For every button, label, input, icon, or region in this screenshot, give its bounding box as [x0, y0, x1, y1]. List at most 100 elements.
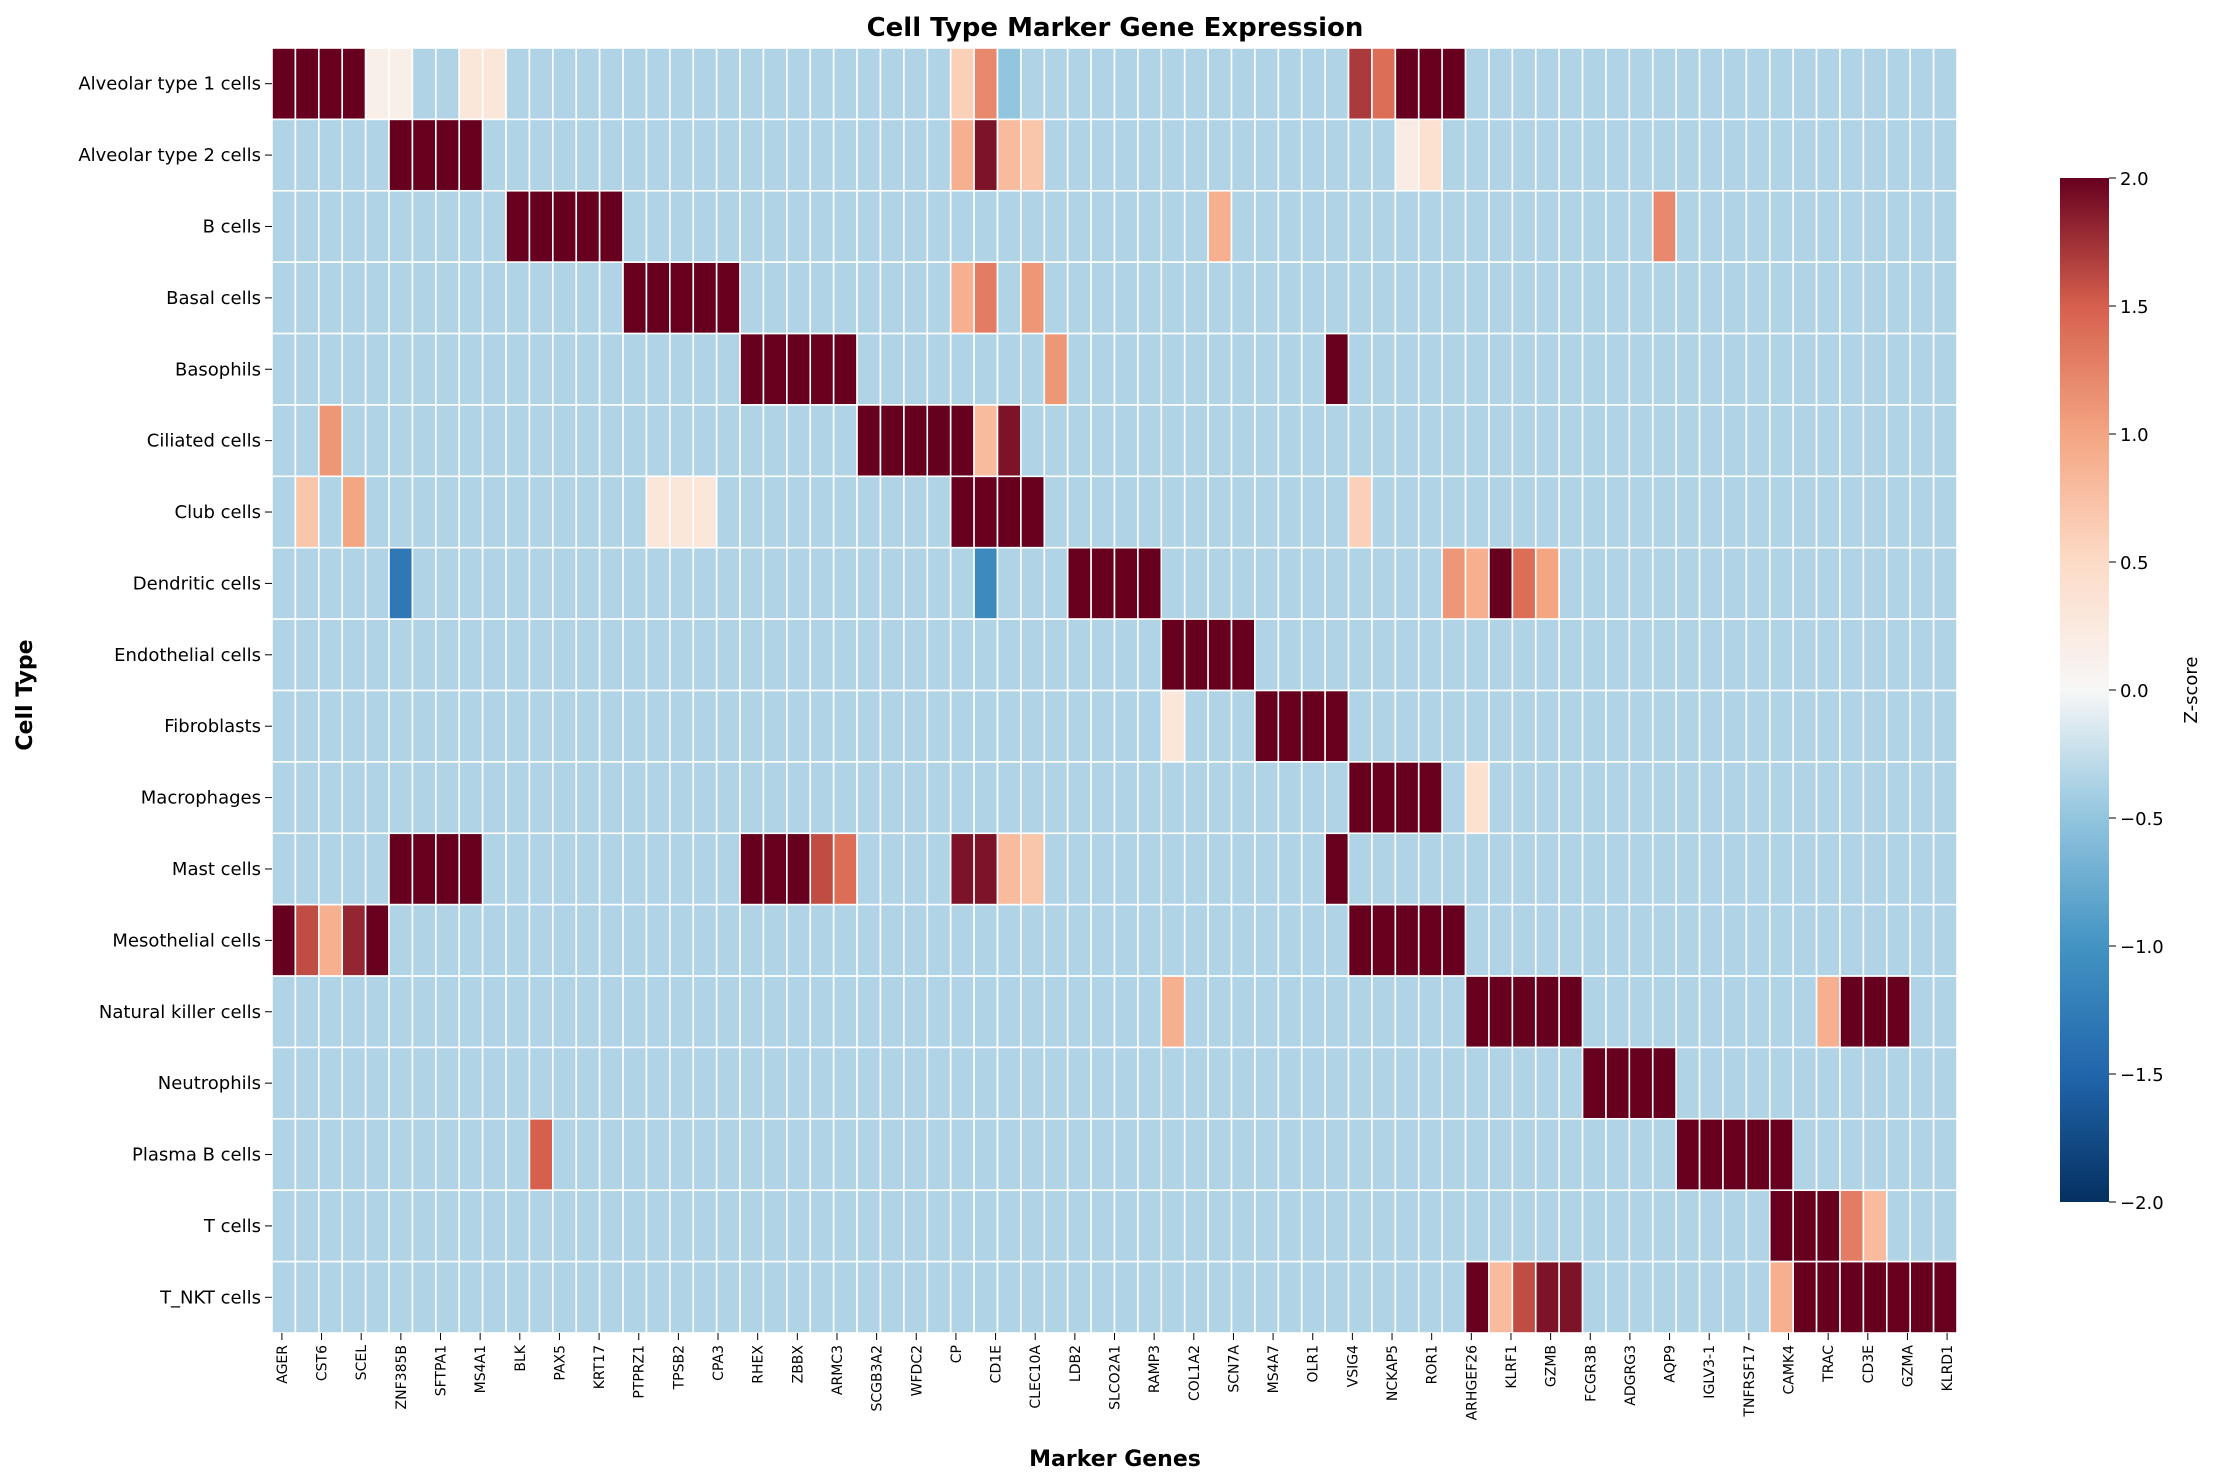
heatmap-cell: [1277, 546, 1303, 620]
heatmap-cell: [388, 761, 414, 835]
heatmap-cell: [341, 189, 367, 263]
heatmap-cell: [1628, 689, 1654, 763]
heatmap-cell: [1534, 832, 1560, 906]
heatmap-cell: [1230, 975, 1256, 1049]
heatmap-cell: [856, 475, 882, 549]
heatmap-cell: [996, 332, 1022, 406]
heatmap-cell: [926, 832, 952, 906]
heatmap-cell: [949, 261, 975, 335]
heatmap-cell: [388, 832, 414, 906]
heatmap-cell: [1230, 761, 1256, 835]
heatmap-cell: [903, 1189, 929, 1263]
heatmap-cell: [271, 618, 297, 692]
heatmap-cell: [1254, 118, 1280, 192]
heatmap-cell: [1558, 689, 1584, 763]
heatmap-cell: [832, 1118, 858, 1192]
x-tick-label: NCKAP5: [1385, 1345, 1401, 1401]
heatmap-cell: [1207, 475, 1233, 549]
heatmap-cell: [481, 618, 507, 692]
heatmap-cell: [1113, 903, 1139, 977]
heatmap-cell: [856, 975, 882, 1049]
heatmap-cell: [341, 261, 367, 335]
heatmap-cell: [1207, 832, 1233, 906]
heatmap-cell: [1371, 475, 1397, 549]
heatmap-cell: [903, 832, 929, 906]
heatmap-cell: [294, 475, 320, 549]
heatmap-cell: [762, 832, 788, 906]
heatmap-cell: [1347, 546, 1373, 620]
heatmap-cell: [1511, 332, 1537, 406]
heatmap-cell: [645, 189, 671, 263]
heatmap-cell: [271, 1260, 297, 1334]
heatmap-cell: [949, 332, 975, 406]
heatmap-cell: [832, 475, 858, 549]
heatmap-cell: [1066, 618, 1092, 692]
heatmap-cell: [1768, 546, 1794, 620]
heatmap-cell: [622, 118, 648, 192]
heatmap-cell: [739, 1189, 765, 1263]
heatmap-cell: [318, 189, 344, 263]
heatmap-cell: [1745, 475, 1771, 549]
heatmap-cell: [1581, 332, 1607, 406]
heatmap-cell: [879, 118, 905, 192]
heatmap-cell: [341, 1118, 367, 1192]
heatmap-cell: [1488, 1046, 1514, 1120]
heatmap-cell: [1441, 1118, 1467, 1192]
heatmap-cell: [762, 1189, 788, 1263]
heatmap-cell: [973, 404, 999, 478]
heatmap-cell: [692, 47, 718, 121]
heatmap-cell: [1394, 332, 1420, 406]
heatmap-cell: [996, 689, 1022, 763]
heatmap-cell: [505, 1189, 531, 1263]
heatmap-cell: [481, 118, 507, 192]
heatmap-cell: [341, 475, 367, 549]
heatmap-cell: [1183, 689, 1209, 763]
heatmap-cell: [949, 1046, 975, 1120]
heatmap-cell: [1862, 546, 1888, 620]
heatmap-cell: [949, 689, 975, 763]
colorbar-tick-label: 0.5: [2120, 553, 2149, 574]
heatmap-cell: [1768, 903, 1794, 977]
heatmap-cell: [1020, 189, 1046, 263]
heatmap-cell: [879, 618, 905, 692]
heatmap-cell: [1534, 47, 1560, 121]
heatmap-cell: [1488, 832, 1514, 906]
heatmap-cell: [1324, 47, 1350, 121]
heatmap-cell: [669, 1118, 695, 1192]
heatmap-cell: [1230, 475, 1256, 549]
heatmap-cell: [1488, 475, 1514, 549]
heatmap-cell: [1043, 1118, 1069, 1192]
heatmap-cell: [1090, 1118, 1116, 1192]
heatmap-cell: [1371, 975, 1397, 1049]
heatmap-cell: [1464, 475, 1490, 549]
heatmap-cell: [1792, 1189, 1818, 1263]
heatmap-cell: [598, 903, 624, 977]
heatmap-cell: [1745, 618, 1771, 692]
heatmap-cell: [1347, 832, 1373, 906]
heatmap-cell: [1815, 1046, 1841, 1120]
heatmap-cell: [505, 261, 531, 335]
heatmap-cell: [645, 1046, 671, 1120]
heatmap-cell: [856, 689, 882, 763]
heatmap-cell: [739, 546, 765, 620]
heatmap-cell: [1300, 475, 1326, 549]
heatmap-cell: [1698, 332, 1724, 406]
heatmap-cell: [622, 546, 648, 620]
heatmap-cell: [1090, 1189, 1116, 1263]
heatmap-cell: [458, 118, 484, 192]
heatmap-cell: [1839, 47, 1865, 121]
heatmap-cell: [1300, 332, 1326, 406]
heatmap-cell: [1534, 1118, 1560, 1192]
heatmap-cell: [1909, 1118, 1935, 1192]
heatmap-cell: [1815, 618, 1841, 692]
y-tick-label: Alveolar type 2 cells: [78, 145, 261, 166]
heatmap-cell: [669, 261, 695, 335]
heatmap-cell: [1207, 1189, 1233, 1263]
heatmap-cell: [1207, 546, 1233, 620]
heatmap-cell: [271, 332, 297, 406]
x-tick-label: ARMC3: [830, 1345, 846, 1395]
heatmap-cell: [598, 189, 624, 263]
heatmap-cell: [739, 189, 765, 263]
heatmap-cell: [1534, 975, 1560, 1049]
heatmap-cell: [1464, 47, 1490, 121]
